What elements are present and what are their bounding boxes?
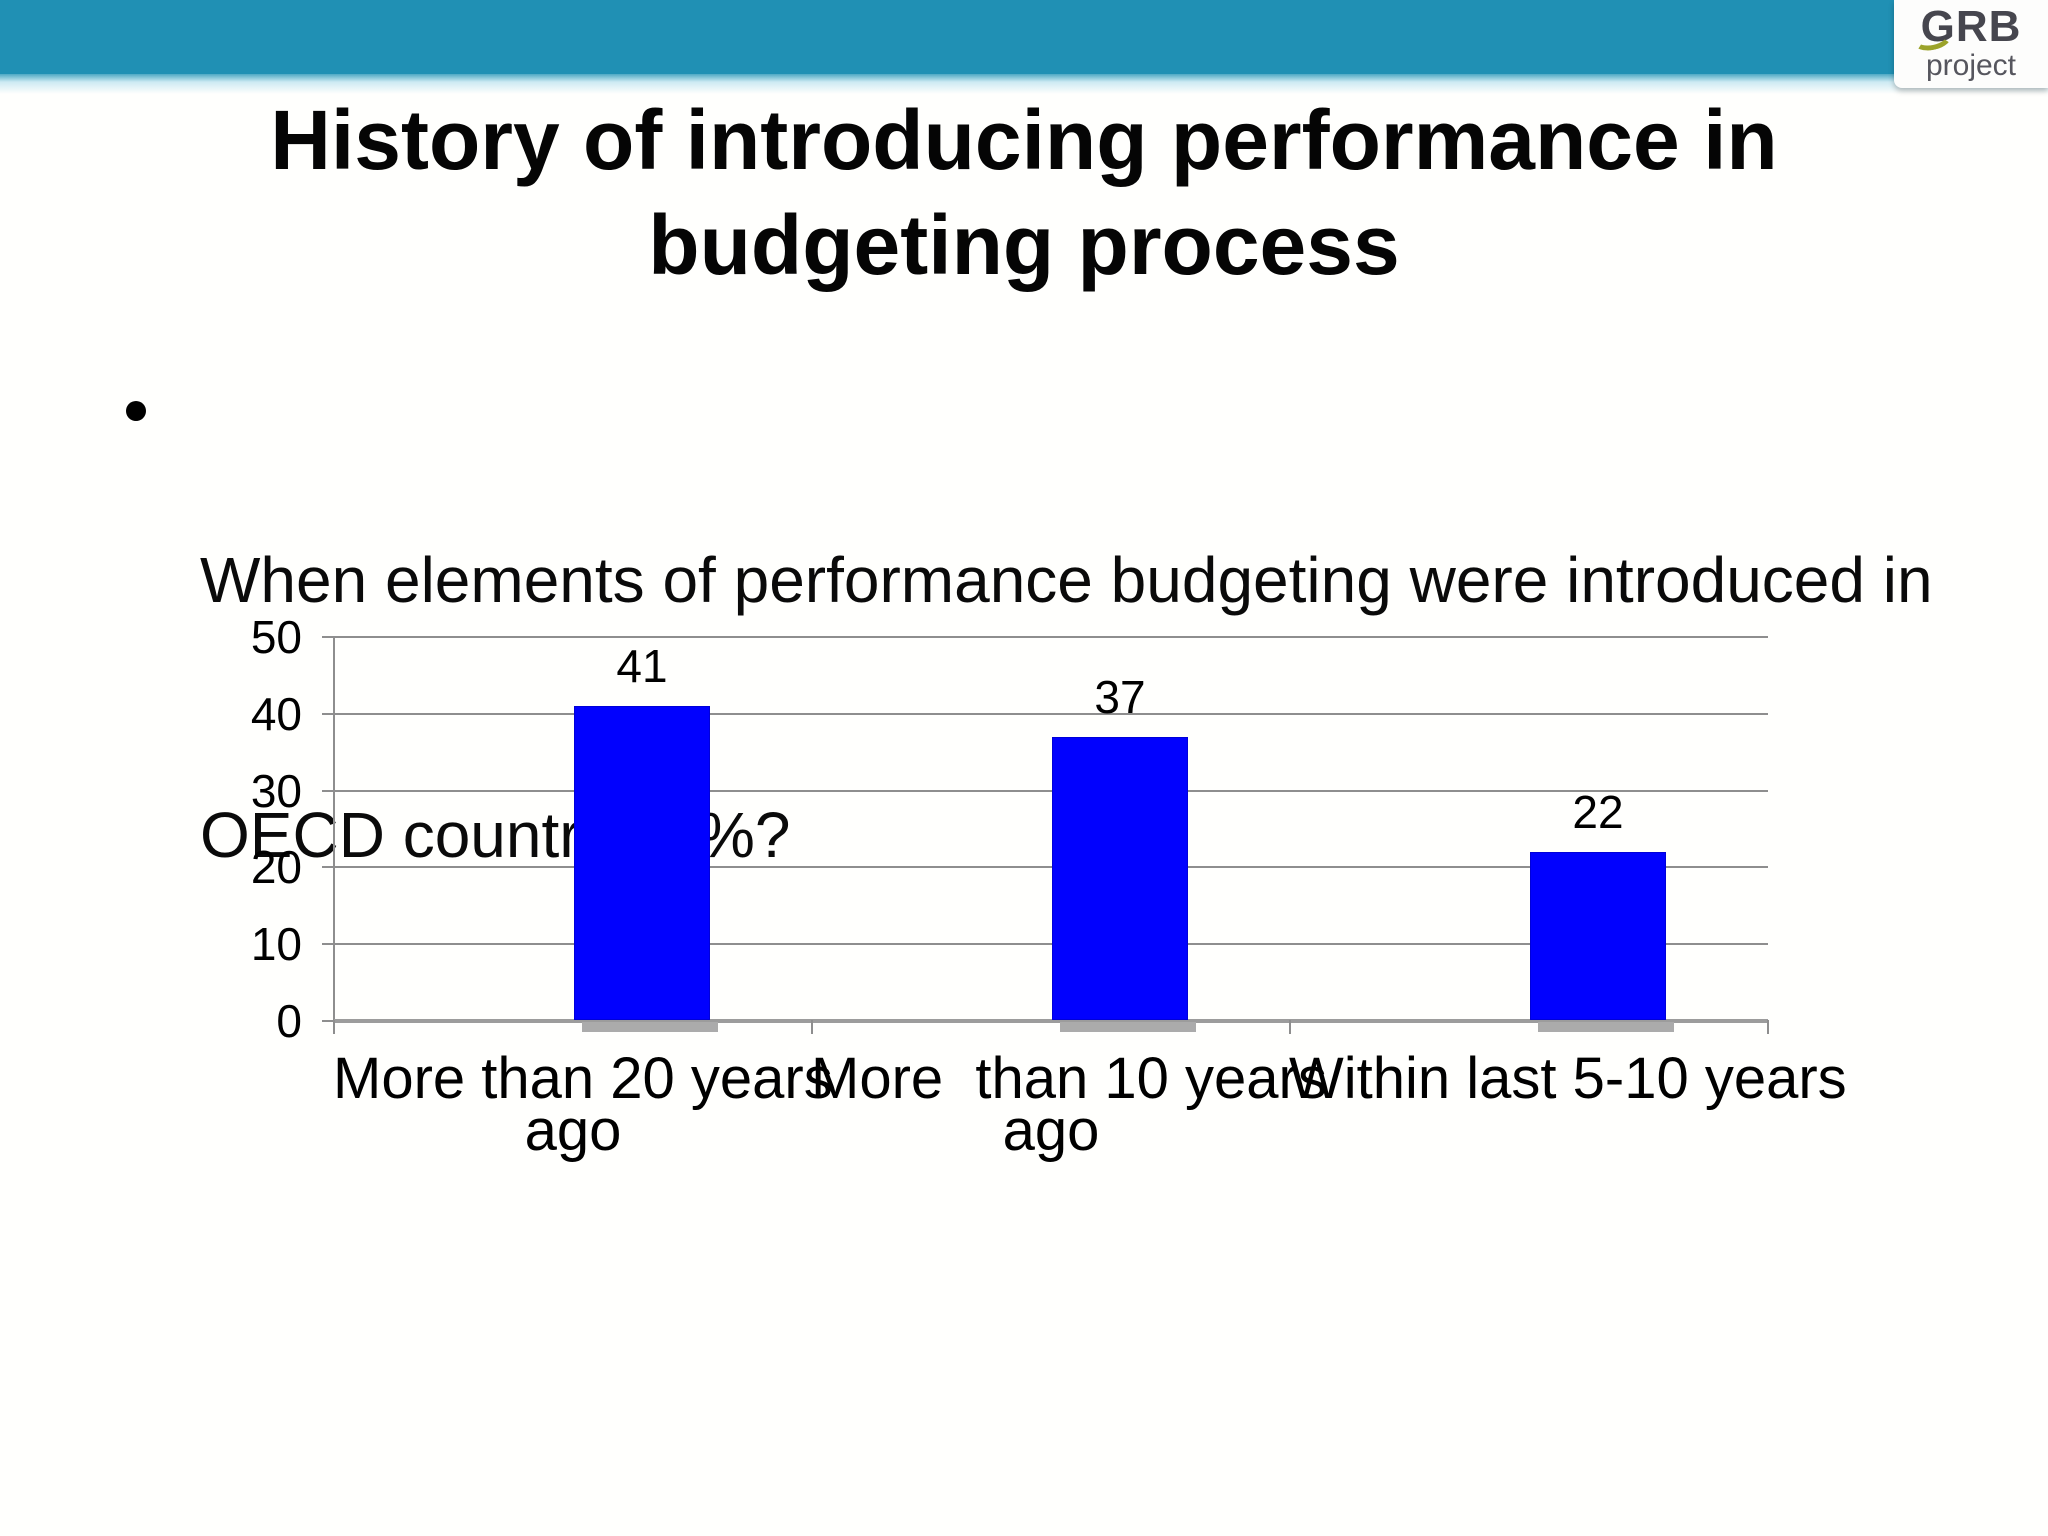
bar — [1052, 736, 1188, 1020]
y-axis-line — [333, 637, 335, 1021]
x-category-label-line: Within last 5-10 years — [1289, 1046, 1847, 1111]
header-teal-bar — [0, 0, 2048, 74]
x-category-label-line: ago — [524, 1098, 622, 1163]
slide-title-line-2: budgeting process — [648, 198, 1400, 292]
y-axis-tick — [322, 636, 334, 638]
bar-shadow — [1060, 1022, 1196, 1032]
bar — [574, 706, 710, 1020]
gridline — [334, 636, 1768, 638]
bar-value-label: 41 — [616, 640, 668, 693]
bar-shadow — [1538, 1022, 1674, 1032]
x-axis-tick — [1767, 1020, 1769, 1034]
logo-name: GRB — [1920, 2, 2022, 51]
bar — [1530, 852, 1666, 1020]
y-axis-tick — [322, 712, 334, 715]
gridline — [334, 712, 1768, 715]
gridline — [334, 789, 1768, 792]
slide-title: History of introducing performance in bu… — [0, 88, 2048, 298]
bar-value-label: 37 — [1094, 670, 1146, 723]
y-axis-label: 10 — [250, 918, 302, 971]
grb-project-logo: GRB project — [1894, 0, 2048, 88]
y-axis-tick — [322, 943, 334, 946]
y-axis-tick — [322, 1020, 334, 1022]
bullet-text-line-1: When elements of performance budgeting w… — [200, 544, 1933, 616]
x-category-label-line: More than 20 years — [333, 1046, 833, 1111]
x-category-label-line: ago — [1002, 1098, 1100, 1163]
y-axis-tick — [322, 789, 334, 792]
x-axis-tick — [333, 1020, 335, 1034]
y-axis-label: 40 — [250, 687, 302, 740]
y-axis-label: 0 — [276, 995, 302, 1047]
x-category-label: More than 20 years ago — [333, 1046, 833, 1163]
header-fade-strip — [0, 74, 2048, 94]
bullet-dot — [126, 401, 146, 421]
slide-title-line-1: History of introducing performance in — [270, 93, 1778, 187]
bar-value-label: 22 — [1572, 786, 1624, 839]
gridline — [334, 866, 1768, 869]
bar-shadow — [582, 1022, 718, 1032]
y-axis-label: 30 — [250, 764, 302, 817]
y-axis-label: 20 — [250, 841, 302, 894]
x-axis-tick — [811, 1020, 813, 1034]
x-category-label: Within last 5-10 years — [1289, 1046, 1847, 1111]
y-axis-label: 50 — [250, 611, 302, 663]
y-axis-tick — [322, 866, 334, 869]
x-axis-line — [334, 1019, 1768, 1023]
gridline — [334, 943, 1768, 946]
logo-subtitle: project — [1925, 49, 2017, 82]
x-category-label: More than 10 years ago — [811, 1050, 1327, 1163]
x-axis-tick — [1289, 1020, 1291, 1034]
